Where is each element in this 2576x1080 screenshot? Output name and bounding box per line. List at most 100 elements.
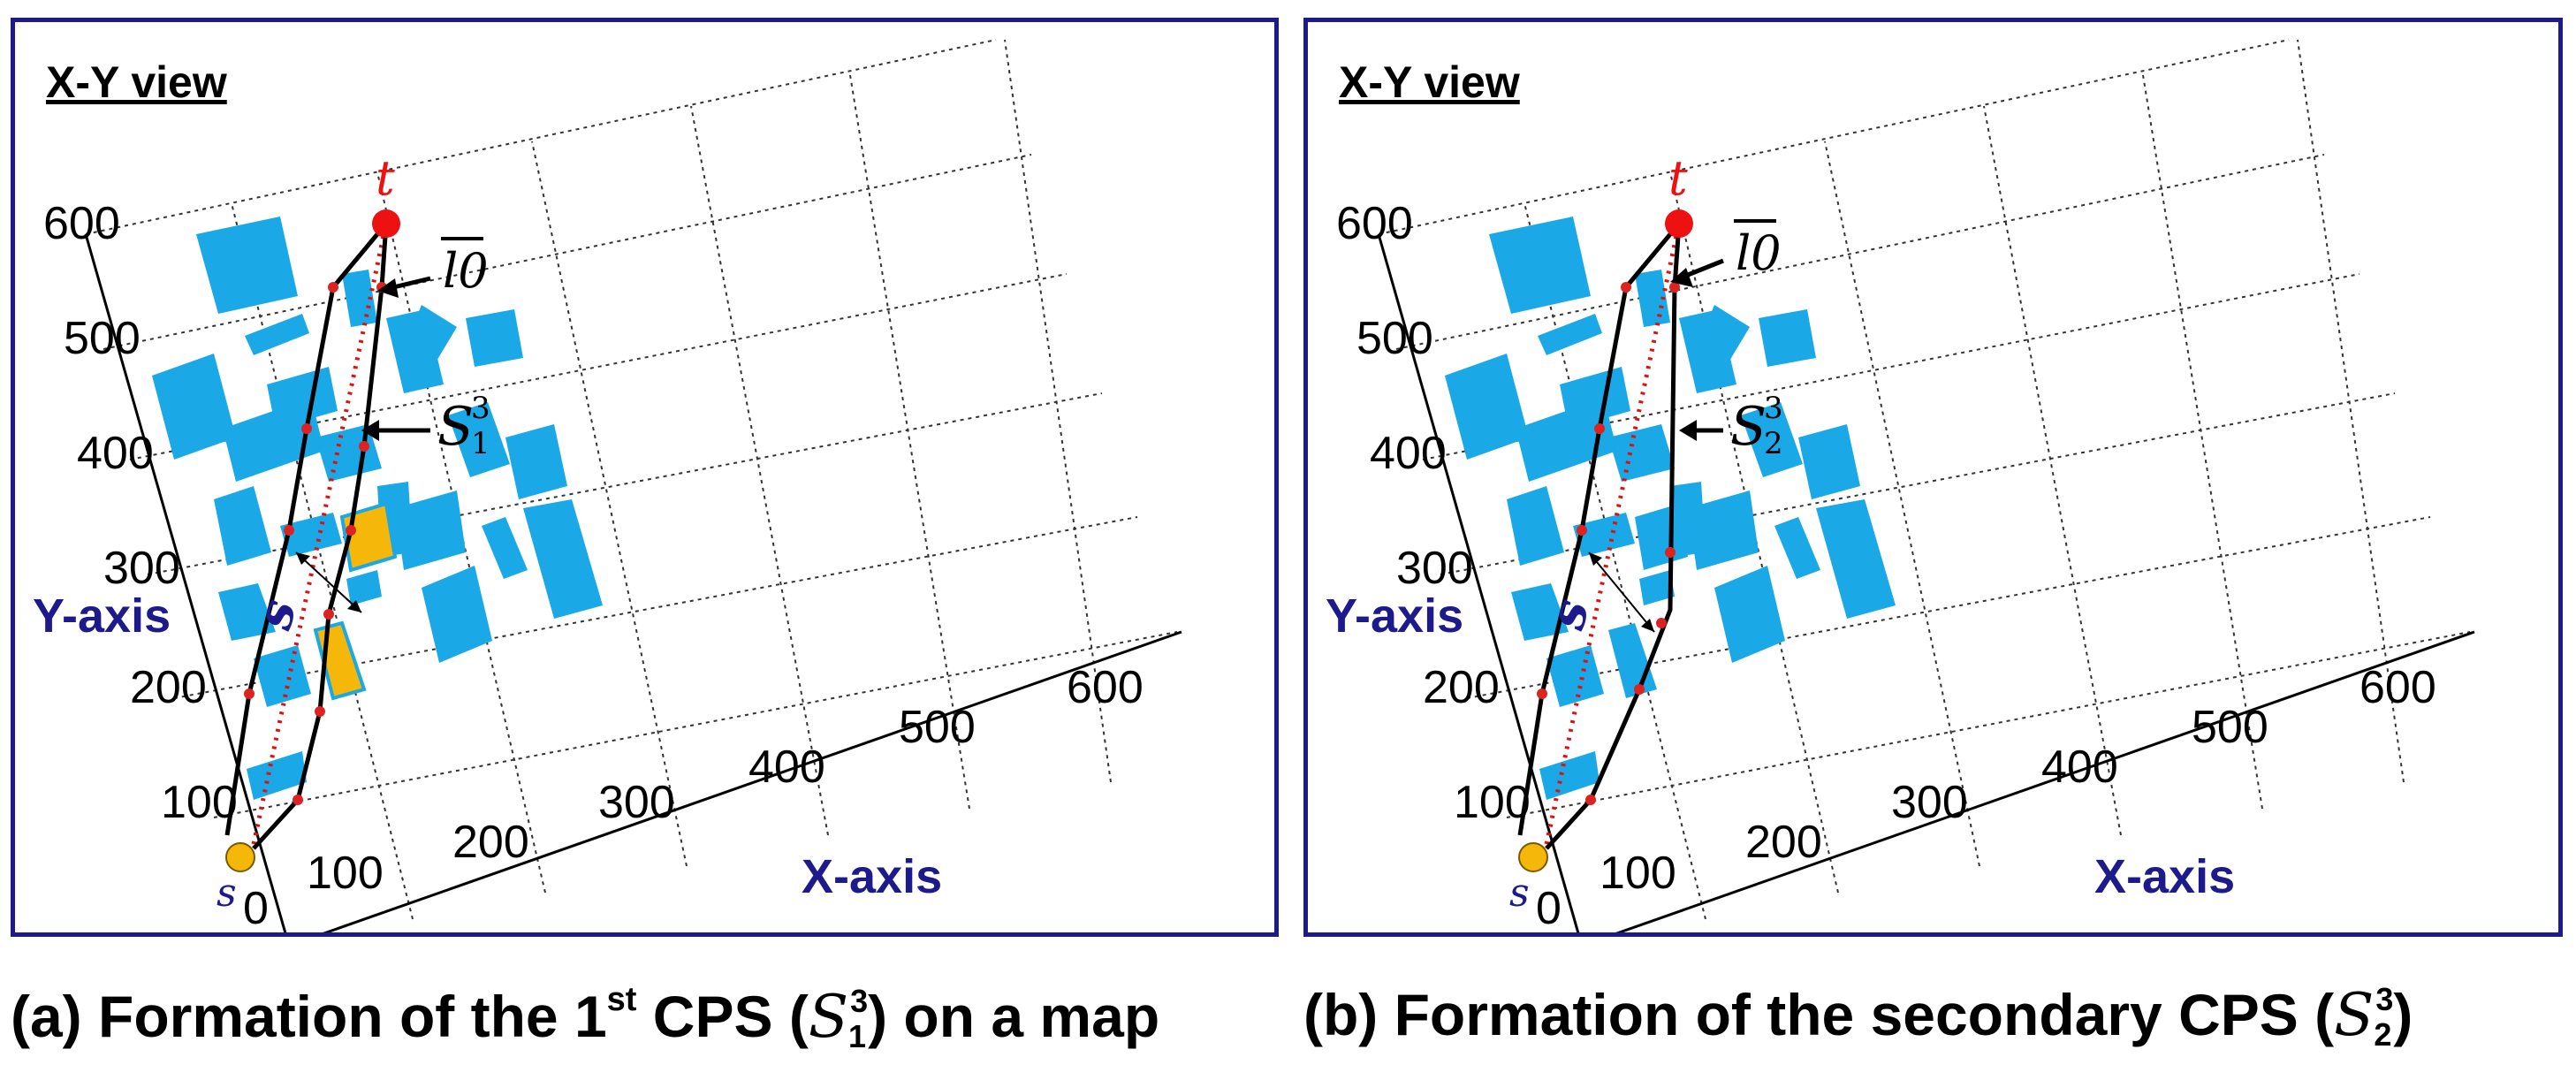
caption-a-sup: 3 (850, 983, 869, 1019)
obstacle (1539, 751, 1600, 800)
obstacle (1774, 517, 1820, 579)
caption-a-suffix: ) on a map (868, 984, 1160, 1049)
waypoint (1537, 688, 1547, 699)
obstacle (342, 270, 377, 327)
obstacle (1816, 499, 1896, 619)
s13-label: S 1 3 (437, 391, 490, 461)
obstacle (1573, 513, 1635, 557)
arrowhead (1641, 619, 1654, 632)
obstacle (1759, 309, 1816, 367)
y-tick: 400 (1370, 428, 1447, 479)
svg-text:3: 3 (1764, 391, 1783, 426)
panel-b-diagram: X-Y view 600 500 400 300 200 100 0 100 2… (1326, 39, 2475, 932)
obstacle (196, 217, 298, 314)
waypoint (315, 706, 325, 717)
y-tick: 600 (1336, 198, 1413, 249)
obstacle (1635, 504, 1688, 570)
target-label: t (1668, 150, 1688, 206)
x-tick: 600 (2359, 662, 2436, 713)
caption-b-sub: 2 (2374, 1016, 2392, 1053)
x-tick: 200 (1745, 817, 1822, 868)
obstacle (1688, 491, 1759, 570)
x-tick: 100 (1600, 848, 1676, 899)
y-tick: 200 (1423, 662, 1500, 713)
arrowhead (1679, 420, 1697, 441)
waypoint (1594, 423, 1605, 434)
caption-a-prefix: (a) Formation of the 1 (11, 984, 607, 1049)
x-tick: 0 (1536, 883, 1562, 932)
cps-right-path (1545, 223, 1682, 850)
waypoint (1634, 684, 1645, 695)
obstacle (466, 309, 523, 367)
arrowhead (1589, 552, 1602, 566)
source-node (225, 842, 255, 872)
obstacle (395, 491, 466, 570)
y-tick: 100 (161, 777, 238, 828)
waypoint (359, 441, 369, 452)
x-tick: 0 (243, 883, 269, 932)
panel-b: X-Y view 600 500 400 300 200 100 0 100 2… (1303, 18, 2563, 937)
waypoint (1656, 618, 1667, 628)
y-axis-label: Y-axis (1326, 589, 1463, 643)
waypoint (1669, 282, 1680, 293)
waypoint (1621, 282, 1631, 293)
target-label: t (376, 150, 395, 206)
waypoint (301, 423, 312, 434)
y-tick: 300 (103, 543, 180, 594)
obstacle (448, 402, 510, 477)
source-label: s (1509, 871, 1530, 916)
obstacle (245, 314, 309, 355)
obstacle (1608, 424, 1675, 482)
obstacle (482, 517, 528, 579)
panel-a-diagram: X-Y view 600 500 400 300 200 100 0 100 2… (33, 39, 1182, 932)
caption-a-mid: CPS ( (636, 984, 809, 1049)
waypoint (293, 795, 303, 805)
svg-text:1: 1 (471, 426, 490, 461)
y-tick: 300 (1396, 543, 1473, 594)
waypoint (1585, 795, 1596, 805)
obstacle (254, 645, 311, 707)
y-tick: 500 (64, 313, 141, 364)
cps-right-path (252, 223, 389, 850)
y-axis-line (1377, 233, 1580, 932)
x-tick: 600 (1067, 662, 1144, 713)
target-node (1665, 209, 1693, 238)
offset-arrow (295, 551, 362, 613)
x-tick: 500 (2192, 702, 2268, 753)
cps-left-path (1517, 222, 1681, 836)
svg-text:S: S (1730, 396, 1767, 458)
source-node (1518, 842, 1548, 872)
caption-a: (a) Formation of the 1st CPS (S13) on a … (11, 981, 1283, 1055)
obstacle (346, 570, 382, 605)
svg-text:2: 2 (1764, 426, 1783, 461)
waypoint (328, 282, 338, 293)
caption-a-symbol: S (808, 983, 849, 1051)
y-tick: 400 (77, 428, 154, 479)
x-tick: 100 (307, 848, 384, 899)
obstacle (1489, 217, 1591, 314)
waypoint (284, 525, 294, 536)
x-axis-label: X-axis (802, 850, 942, 903)
arrowhead (296, 552, 310, 565)
x-tick: 300 (598, 777, 675, 828)
obstacle (152, 354, 236, 460)
waypoint (244, 688, 255, 699)
obstacle (1635, 270, 1670, 327)
cps-left-path (224, 222, 388, 836)
obstacle (422, 566, 492, 663)
obstacle (1798, 424, 1860, 499)
obstacle (1445, 354, 1529, 460)
obstacle (1639, 570, 1675, 605)
y-axis-label: Y-axis (33, 589, 171, 643)
obstacle (280, 513, 342, 557)
obstacle (1538, 314, 1602, 355)
arrowhead (1670, 268, 1693, 287)
waypoint (1665, 547, 1676, 558)
obstacles (1445, 217, 1896, 800)
view-title: X-Y view (1339, 57, 1520, 107)
y-tick: 500 (1356, 313, 1433, 364)
arrowhead (377, 278, 399, 298)
caption-b-symbol: S (2334, 981, 2375, 1049)
obstacle (505, 424, 567, 499)
s23-label: S 2 3 (1730, 391, 1783, 461)
